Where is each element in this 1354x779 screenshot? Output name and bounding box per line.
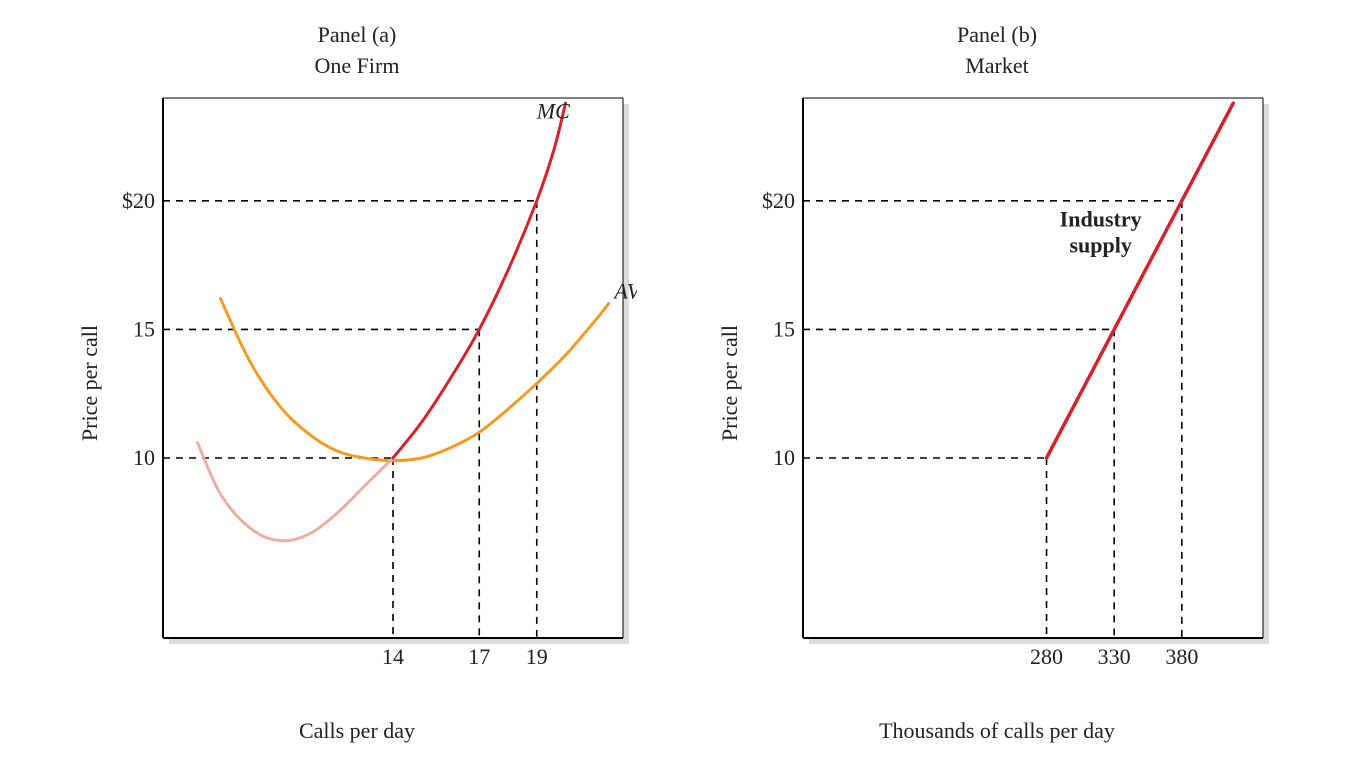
svg-text:10: 10 bbox=[133, 445, 155, 470]
svg-text:MC: MC bbox=[536, 98, 570, 123]
svg-text:380: 380 bbox=[1165, 644, 1198, 669]
panel-container: Panel (a) One Firm Price per call MC AVC 1… bbox=[20, 20, 1334, 744]
svg-text:280: 280 bbox=[1030, 644, 1063, 669]
svg-text:330: 330 bbox=[1098, 644, 1131, 669]
panel-b-head: Panel (b) Market bbox=[957, 20, 1037, 82]
svg-text:10: 10 bbox=[773, 445, 795, 470]
panel-a: Panel (a) One Firm Price per call MC AVC 1… bbox=[77, 20, 637, 744]
svg-text:19: 19 bbox=[526, 644, 548, 669]
svg-text:Industry: Industry bbox=[1060, 206, 1142, 231]
panel-b-chart-wrap: Price per call Industrysupply 10 15 $20 280 3… bbox=[717, 88, 1277, 678]
panel-a-y-label: Price per call bbox=[77, 325, 103, 441]
svg-text:AVC: AVC bbox=[612, 278, 637, 303]
svg-text:15: 15 bbox=[133, 316, 155, 341]
panel-b-sub-title: Market bbox=[957, 51, 1037, 82]
panel-b-x-label: Thousands of calls per day bbox=[879, 718, 1115, 744]
svg-text:14: 14 bbox=[382, 644, 404, 669]
svg-text:17: 17 bbox=[468, 644, 490, 669]
panel-a-head: Panel (a) One Firm bbox=[315, 20, 400, 82]
panel-a-x-label: Calls per day bbox=[299, 718, 415, 744]
panel-a-sub-title: One Firm bbox=[315, 51, 400, 82]
panel-a-chart: MC AVC 10 15 $20 14 17 19 bbox=[107, 88, 637, 678]
svg-text:15: 15 bbox=[773, 316, 795, 341]
panel-b: Panel (b) Market Price per call Industry… bbox=[717, 20, 1277, 744]
svg-text:$20: $20 bbox=[762, 187, 795, 212]
panel-b-super-title: Panel (b) bbox=[957, 20, 1037, 51]
svg-text:supply: supply bbox=[1069, 232, 1131, 257]
panel-a-super-title: Panel (a) bbox=[315, 20, 400, 51]
panel-a-chart-wrap: Price per call MC AVC 10 15 $20 14 17 19 bbox=[77, 88, 637, 678]
panel-b-y-label: Price per call bbox=[717, 325, 743, 441]
svg-text:$20: $20 bbox=[122, 187, 155, 212]
panel-b-chart: Industrysupply 10 15 $20 280 330 380 bbox=[747, 88, 1277, 678]
